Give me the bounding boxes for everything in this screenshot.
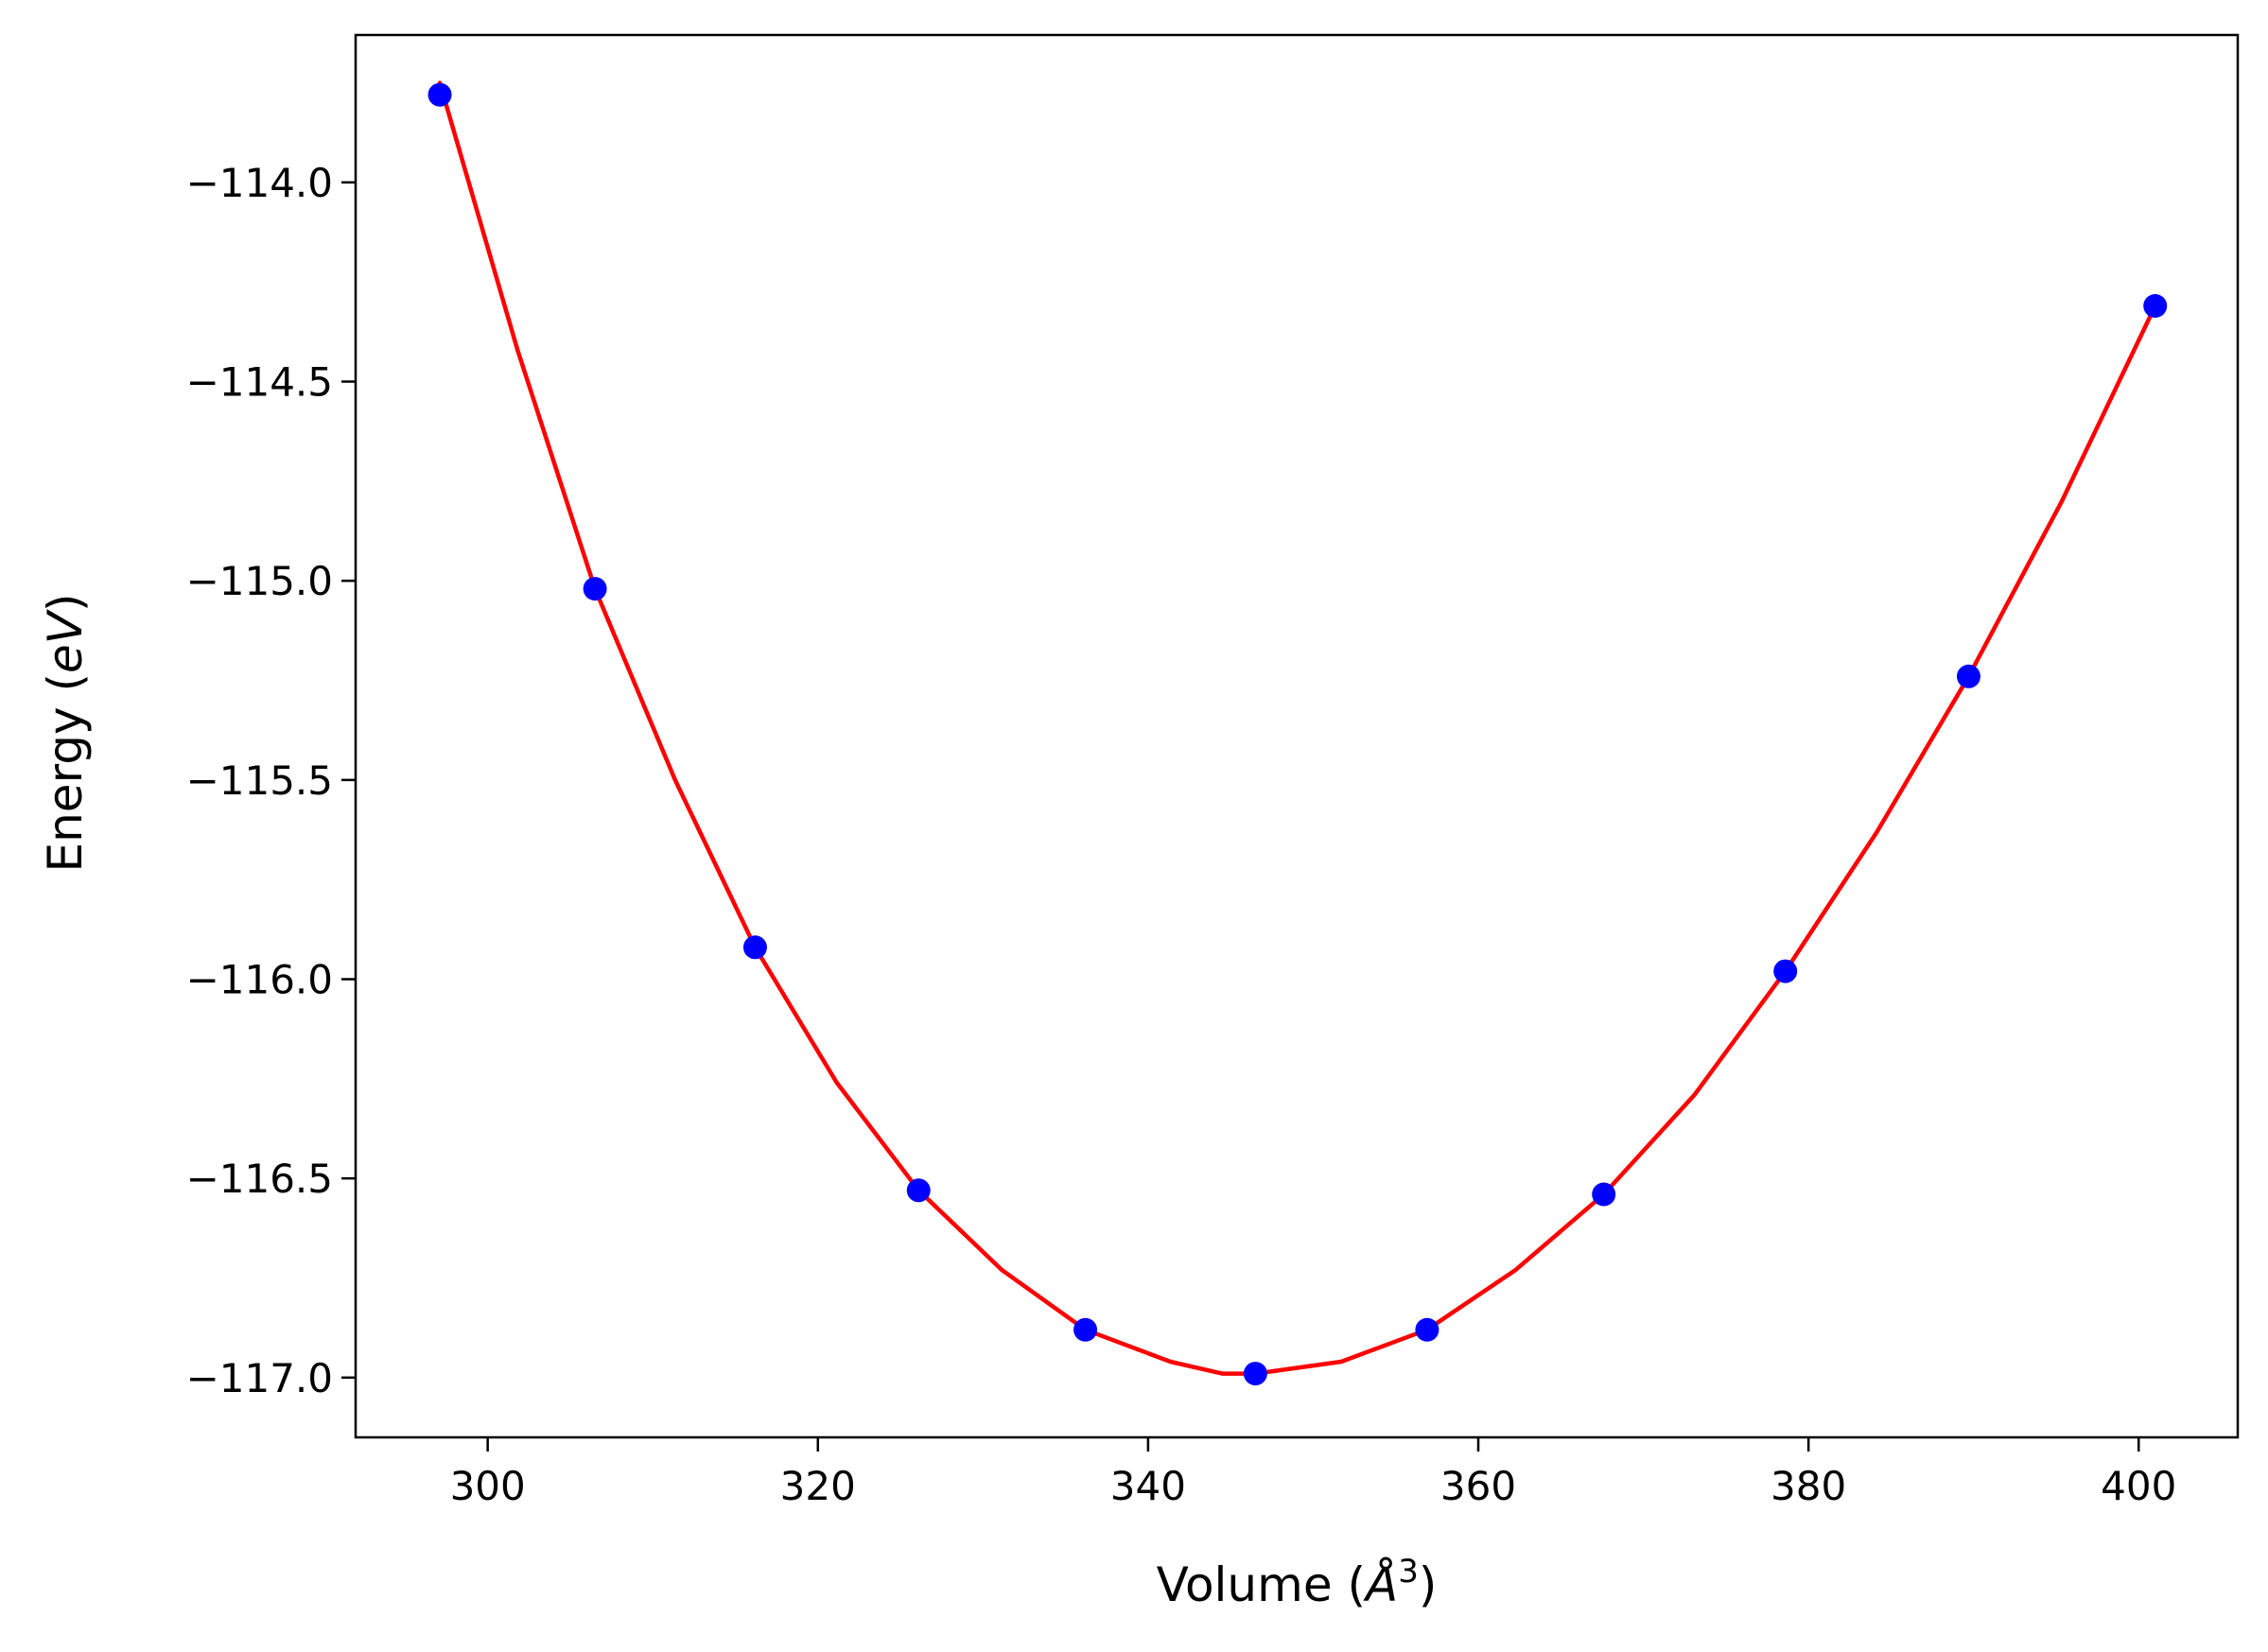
y-tick-label: −114.5 (186, 359, 333, 406)
x-axis-ticks: 300 320 340 360 380 400 (450, 1437, 2176, 1509)
data-point (2143, 293, 2168, 318)
data-point (583, 577, 607, 601)
data-point (1592, 1182, 1616, 1207)
y-axis-label-suffix: ) (38, 594, 93, 613)
x-tick-label: 300 (450, 1463, 526, 1509)
x-axis-label-unit-symbol: Å (1363, 1557, 1398, 1612)
x-axis-label-unit-power: 3 (1398, 1553, 1419, 1591)
data-point (906, 1178, 931, 1203)
data-point (1243, 1362, 1267, 1386)
data-point (1073, 1317, 1098, 1342)
data-points (427, 82, 2168, 1386)
plot-frame (354, 33, 2240, 1439)
data-point (1773, 959, 1798, 983)
y-tick-label: −116.5 (186, 1156, 333, 1202)
y-tick-label: −115.0 (186, 558, 333, 604)
x-axis-label: Volume (Å3) (1157, 1553, 1438, 1612)
data-point (1956, 664, 1980, 688)
x-tick-label: 320 (780, 1463, 856, 1509)
y-tick-label: −114.0 (186, 160, 333, 206)
x-axis-label-prefix: Volume ( (1157, 1557, 1366, 1612)
y-tick-label: −115.5 (186, 757, 333, 804)
data-point (1415, 1317, 1439, 1342)
plot-content (427, 80, 2168, 1386)
x-tick-label: 380 (1771, 1463, 1846, 1509)
data-point (742, 935, 767, 960)
y-axis-ticks: −114.0 −114.5 −115.0 −115.5 −116.0 −116.5 −117… (186, 160, 356, 1401)
x-tick-label: 340 (1110, 1463, 1186, 1509)
y-tick-label: −116.0 (186, 956, 333, 1002)
x-tick-label: 400 (2101, 1463, 2176, 1509)
fit-curve (437, 80, 2157, 1376)
data-point (427, 82, 452, 107)
x-axis-label-suffix: ) (1419, 1557, 1438, 1612)
y-axis-label: Energy (eV) (38, 594, 93, 873)
y-tick-label: −117.0 (186, 1355, 333, 1401)
y-axis-label-unit: eV (38, 608, 93, 673)
x-tick-label: 360 (1440, 1463, 1516, 1509)
y-axis-label-prefix: Energy ( (38, 673, 93, 872)
